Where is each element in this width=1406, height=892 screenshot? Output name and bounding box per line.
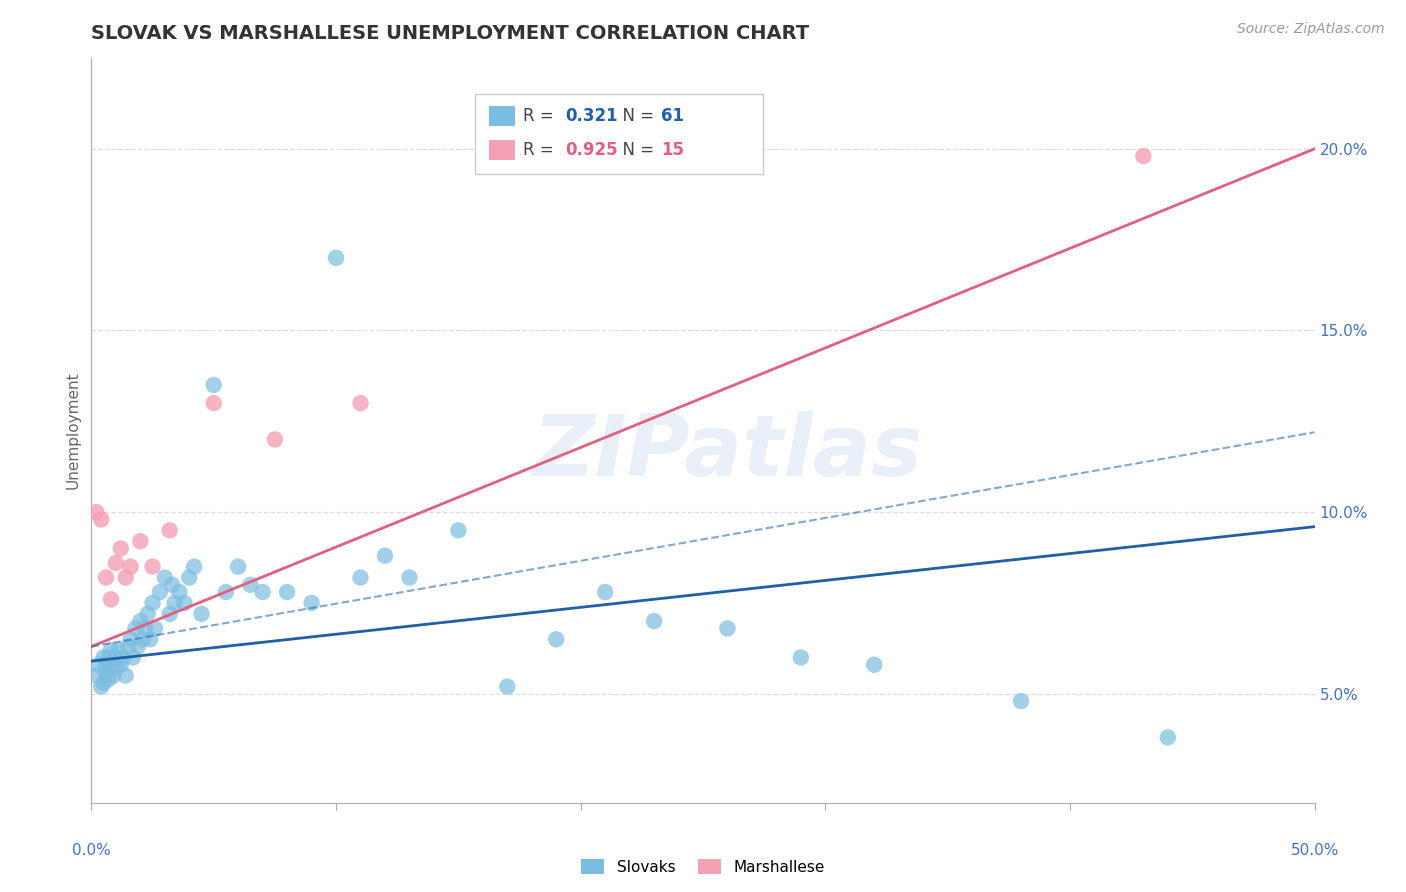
Point bbox=[139, 632, 162, 647]
Point bbox=[374, 549, 396, 563]
Point bbox=[1010, 694, 1032, 708]
Point bbox=[252, 585, 274, 599]
Point bbox=[398, 570, 420, 584]
Text: 0.0%: 0.0% bbox=[72, 843, 111, 858]
Point bbox=[141, 559, 163, 574]
Point bbox=[107, 643, 129, 657]
Text: 50.0%: 50.0% bbox=[1291, 843, 1339, 858]
Point bbox=[104, 556, 127, 570]
Point bbox=[127, 640, 149, 654]
Point bbox=[160, 578, 183, 592]
Point bbox=[104, 661, 127, 675]
Point bbox=[159, 524, 181, 538]
Point bbox=[120, 559, 142, 574]
Point bbox=[94, 665, 117, 679]
Point bbox=[179, 570, 201, 584]
Text: R =: R = bbox=[523, 141, 560, 159]
Point bbox=[239, 578, 262, 592]
Point bbox=[276, 585, 298, 599]
Point bbox=[496, 680, 519, 694]
Point bbox=[643, 614, 665, 628]
Point bbox=[301, 596, 323, 610]
Point bbox=[202, 378, 225, 392]
Point bbox=[100, 592, 122, 607]
Point bbox=[114, 570, 136, 584]
Text: 15: 15 bbox=[661, 141, 683, 159]
Point bbox=[110, 657, 132, 672]
Point bbox=[122, 650, 145, 665]
Text: 61: 61 bbox=[661, 107, 683, 125]
Point bbox=[117, 640, 139, 654]
Point bbox=[120, 632, 142, 647]
Text: N =: N = bbox=[612, 107, 659, 125]
Point bbox=[90, 680, 112, 694]
Point bbox=[84, 505, 107, 519]
Point bbox=[110, 541, 132, 556]
Point bbox=[349, 396, 371, 410]
Point bbox=[149, 585, 172, 599]
Point bbox=[124, 621, 146, 635]
Point bbox=[173, 596, 195, 610]
Point bbox=[226, 559, 249, 574]
Legend: Slovaks, Marshallese: Slovaks, Marshallese bbox=[575, 853, 831, 880]
Point bbox=[97, 650, 120, 665]
Point bbox=[114, 668, 136, 682]
Point bbox=[134, 621, 156, 635]
Point bbox=[93, 650, 115, 665]
Point bbox=[141, 596, 163, 610]
Text: R =: R = bbox=[523, 107, 560, 125]
Point bbox=[1132, 149, 1154, 163]
Text: N =: N = bbox=[612, 141, 659, 159]
Text: 0.925: 0.925 bbox=[565, 141, 617, 159]
Point bbox=[215, 585, 238, 599]
Point bbox=[136, 607, 159, 621]
Point bbox=[349, 570, 371, 584]
Text: 0.321: 0.321 bbox=[565, 107, 617, 125]
Point bbox=[790, 650, 813, 665]
Text: ZIPatlas: ZIPatlas bbox=[533, 411, 922, 494]
Point bbox=[153, 570, 176, 584]
Point bbox=[593, 585, 616, 599]
Point bbox=[132, 632, 155, 647]
Point bbox=[325, 251, 347, 265]
Text: Source: ZipAtlas.com: Source: ZipAtlas.com bbox=[1237, 22, 1385, 37]
Point bbox=[163, 596, 186, 610]
Point bbox=[97, 673, 120, 687]
Point bbox=[112, 650, 135, 665]
Y-axis label: Unemployment: Unemployment bbox=[65, 372, 80, 489]
Point bbox=[1157, 731, 1180, 745]
Point bbox=[90, 512, 112, 526]
Point bbox=[190, 607, 212, 621]
Point bbox=[183, 559, 205, 574]
Point bbox=[104, 650, 127, 665]
Text: SLOVAK VS MARSHALLESE UNEMPLOYMENT CORRELATION CHART: SLOVAK VS MARSHALLESE UNEMPLOYMENT CORRE… bbox=[91, 23, 810, 43]
Point bbox=[103, 668, 125, 682]
Point bbox=[264, 433, 287, 447]
Point bbox=[447, 524, 470, 538]
Point bbox=[100, 661, 122, 675]
Point bbox=[716, 621, 738, 635]
Point bbox=[87, 657, 110, 672]
Point bbox=[129, 534, 152, 549]
Point bbox=[159, 607, 181, 621]
Point bbox=[94, 570, 117, 584]
Point bbox=[143, 621, 166, 635]
Point bbox=[546, 632, 568, 647]
Point bbox=[93, 676, 115, 690]
Point bbox=[169, 585, 191, 599]
Point bbox=[84, 668, 107, 682]
Point bbox=[129, 614, 152, 628]
Point bbox=[94, 657, 117, 672]
Point bbox=[202, 396, 225, 410]
Point bbox=[863, 657, 886, 672]
Point bbox=[100, 643, 122, 657]
